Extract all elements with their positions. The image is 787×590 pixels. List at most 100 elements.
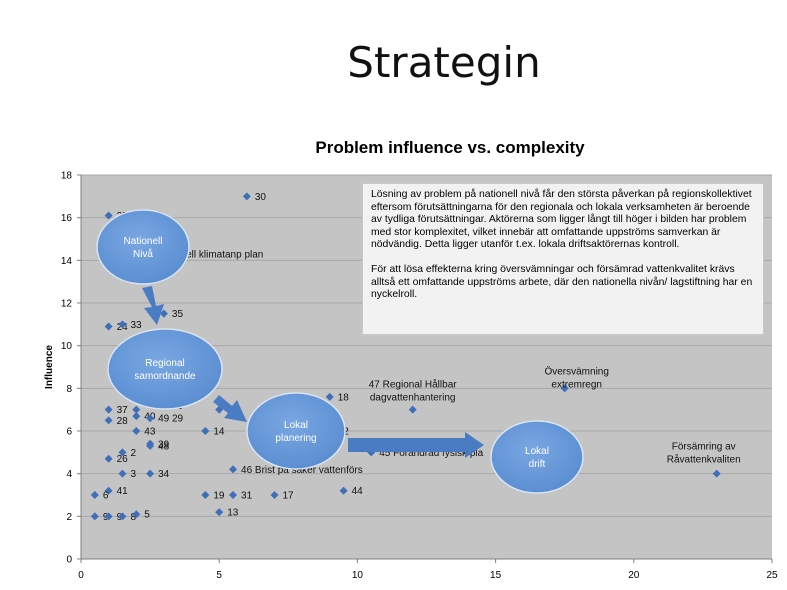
point-marker xyxy=(104,211,113,220)
point-marker xyxy=(104,416,113,425)
point-label: 3 xyxy=(130,469,136,480)
bubble-shape xyxy=(107,328,223,410)
chart-title: Problem influence vs. complexity xyxy=(315,138,585,157)
data-point: 44 xyxy=(339,486,363,497)
point-label: Försämring av Råvattenkvaliten xyxy=(667,442,741,466)
point-label: 37 xyxy=(117,405,129,416)
point-marker xyxy=(146,441,155,450)
explanation-paragraph-2: För att lösa effekterna kring översvämni… xyxy=(371,263,753,301)
point-marker xyxy=(229,491,238,499)
bubble-shape xyxy=(490,420,584,494)
flow-arrow xyxy=(142,286,164,325)
data-point: 34 xyxy=(146,469,170,480)
data-point: 5 xyxy=(132,510,150,521)
point-label: 28 xyxy=(117,416,129,427)
data-point: 33 xyxy=(118,320,142,331)
y-axis-label: Influence xyxy=(44,345,55,389)
data-point: 35 xyxy=(159,309,183,320)
data-point: 19 xyxy=(201,491,225,502)
point-label: 19 xyxy=(213,491,225,502)
point-marker xyxy=(146,414,155,423)
point-marker xyxy=(104,486,113,495)
point-label: 34 xyxy=(158,469,170,480)
data-point: 14 xyxy=(201,427,225,438)
point-marker xyxy=(201,491,210,499)
y-tick-label: 6 xyxy=(66,427,72,438)
point-marker xyxy=(104,454,113,463)
data-point: 8 xyxy=(118,512,136,523)
data-point: 43 xyxy=(132,427,156,438)
point-marker xyxy=(408,405,417,414)
point-label: 33 xyxy=(130,320,142,331)
point-marker xyxy=(90,512,99,521)
point-marker xyxy=(132,427,141,435)
point-label: 49 29 xyxy=(158,414,183,425)
data-point: 18 xyxy=(325,392,350,403)
data-point: 2 xyxy=(118,448,136,459)
data-point xyxy=(132,405,141,414)
data-point: 31 xyxy=(229,491,253,502)
data-point: 26 xyxy=(104,454,128,465)
x-tick-label: 10 xyxy=(352,570,364,581)
slide-title: Strategin xyxy=(347,38,541,87)
strategy-bubble: Nationell Nivå xyxy=(96,209,190,285)
data-point: Försämring av Råvattenkvaliten xyxy=(667,442,741,478)
point-label: 14 xyxy=(213,427,225,438)
flow-arrow xyxy=(213,395,247,422)
point-marker xyxy=(201,427,210,435)
strategy-bubble: Lokal planering xyxy=(246,392,346,470)
y-tick-label: 14 xyxy=(61,256,73,267)
point-marker xyxy=(146,469,155,478)
point-marker xyxy=(118,448,127,457)
y-tick-label: 4 xyxy=(66,469,72,480)
bubble-label: Lokal drift xyxy=(525,446,549,470)
data-point: 13 xyxy=(215,508,239,519)
y-tick-label: 8 xyxy=(66,384,72,395)
x-tick-label: 0 xyxy=(78,570,84,581)
strategy-bubble: Regional samordnande xyxy=(107,328,223,410)
bubble-shape xyxy=(96,209,190,285)
point-marker xyxy=(229,465,238,474)
point-marker xyxy=(118,320,127,329)
point-marker xyxy=(159,309,168,318)
point-marker xyxy=(132,412,141,421)
point-marker xyxy=(104,405,113,414)
x-tick-label: 15 xyxy=(490,570,502,581)
x-tick-label: 25 xyxy=(766,570,778,581)
point-label: 13 xyxy=(227,508,239,519)
point-marker xyxy=(712,469,721,478)
point-label: 48 xyxy=(158,441,170,452)
data-point: 37 xyxy=(104,405,129,416)
data-point: Översvämning extremregn xyxy=(544,365,609,393)
data-point: 49 29 xyxy=(146,414,184,425)
data-point: 46 Brist på säker vattenförs xyxy=(229,464,363,476)
data-point: 48 xyxy=(146,441,170,452)
point-marker xyxy=(104,512,113,521)
x-tick-label: 5 xyxy=(216,570,222,581)
point-marker xyxy=(215,508,224,517)
point-marker xyxy=(118,512,127,521)
point-label: 5 xyxy=(144,510,150,521)
point-label: 18 xyxy=(338,392,350,403)
point-marker xyxy=(104,322,113,331)
data-point: 17 xyxy=(270,491,294,502)
flow-arrow xyxy=(348,432,484,458)
point-marker xyxy=(270,491,279,499)
point-label-fragment: onell klimatanp plan xyxy=(175,249,263,260)
data-point: 28 xyxy=(104,416,129,427)
point-label: 45 Förändrad fysisk pla xyxy=(379,448,483,459)
point-label: 2 xyxy=(130,448,136,459)
y-tick-labels: 0 2 4 6 8 10 12 14 16 18 xyxy=(61,171,81,566)
point-label: 39 xyxy=(158,439,170,450)
point-marker xyxy=(90,491,99,499)
explanation-paragraph-1: Lösning av problem på nationell nivå får… xyxy=(371,189,752,251)
bubble-label: Lokal planering xyxy=(275,420,316,444)
point-marker xyxy=(118,469,127,478)
point-label: 17 xyxy=(282,491,294,502)
data-point: 30 xyxy=(242,192,267,203)
point-marker xyxy=(560,384,569,393)
point-label: 30 xyxy=(255,192,267,203)
point-marker xyxy=(132,510,141,519)
y-tick-label: 0 xyxy=(66,555,72,566)
